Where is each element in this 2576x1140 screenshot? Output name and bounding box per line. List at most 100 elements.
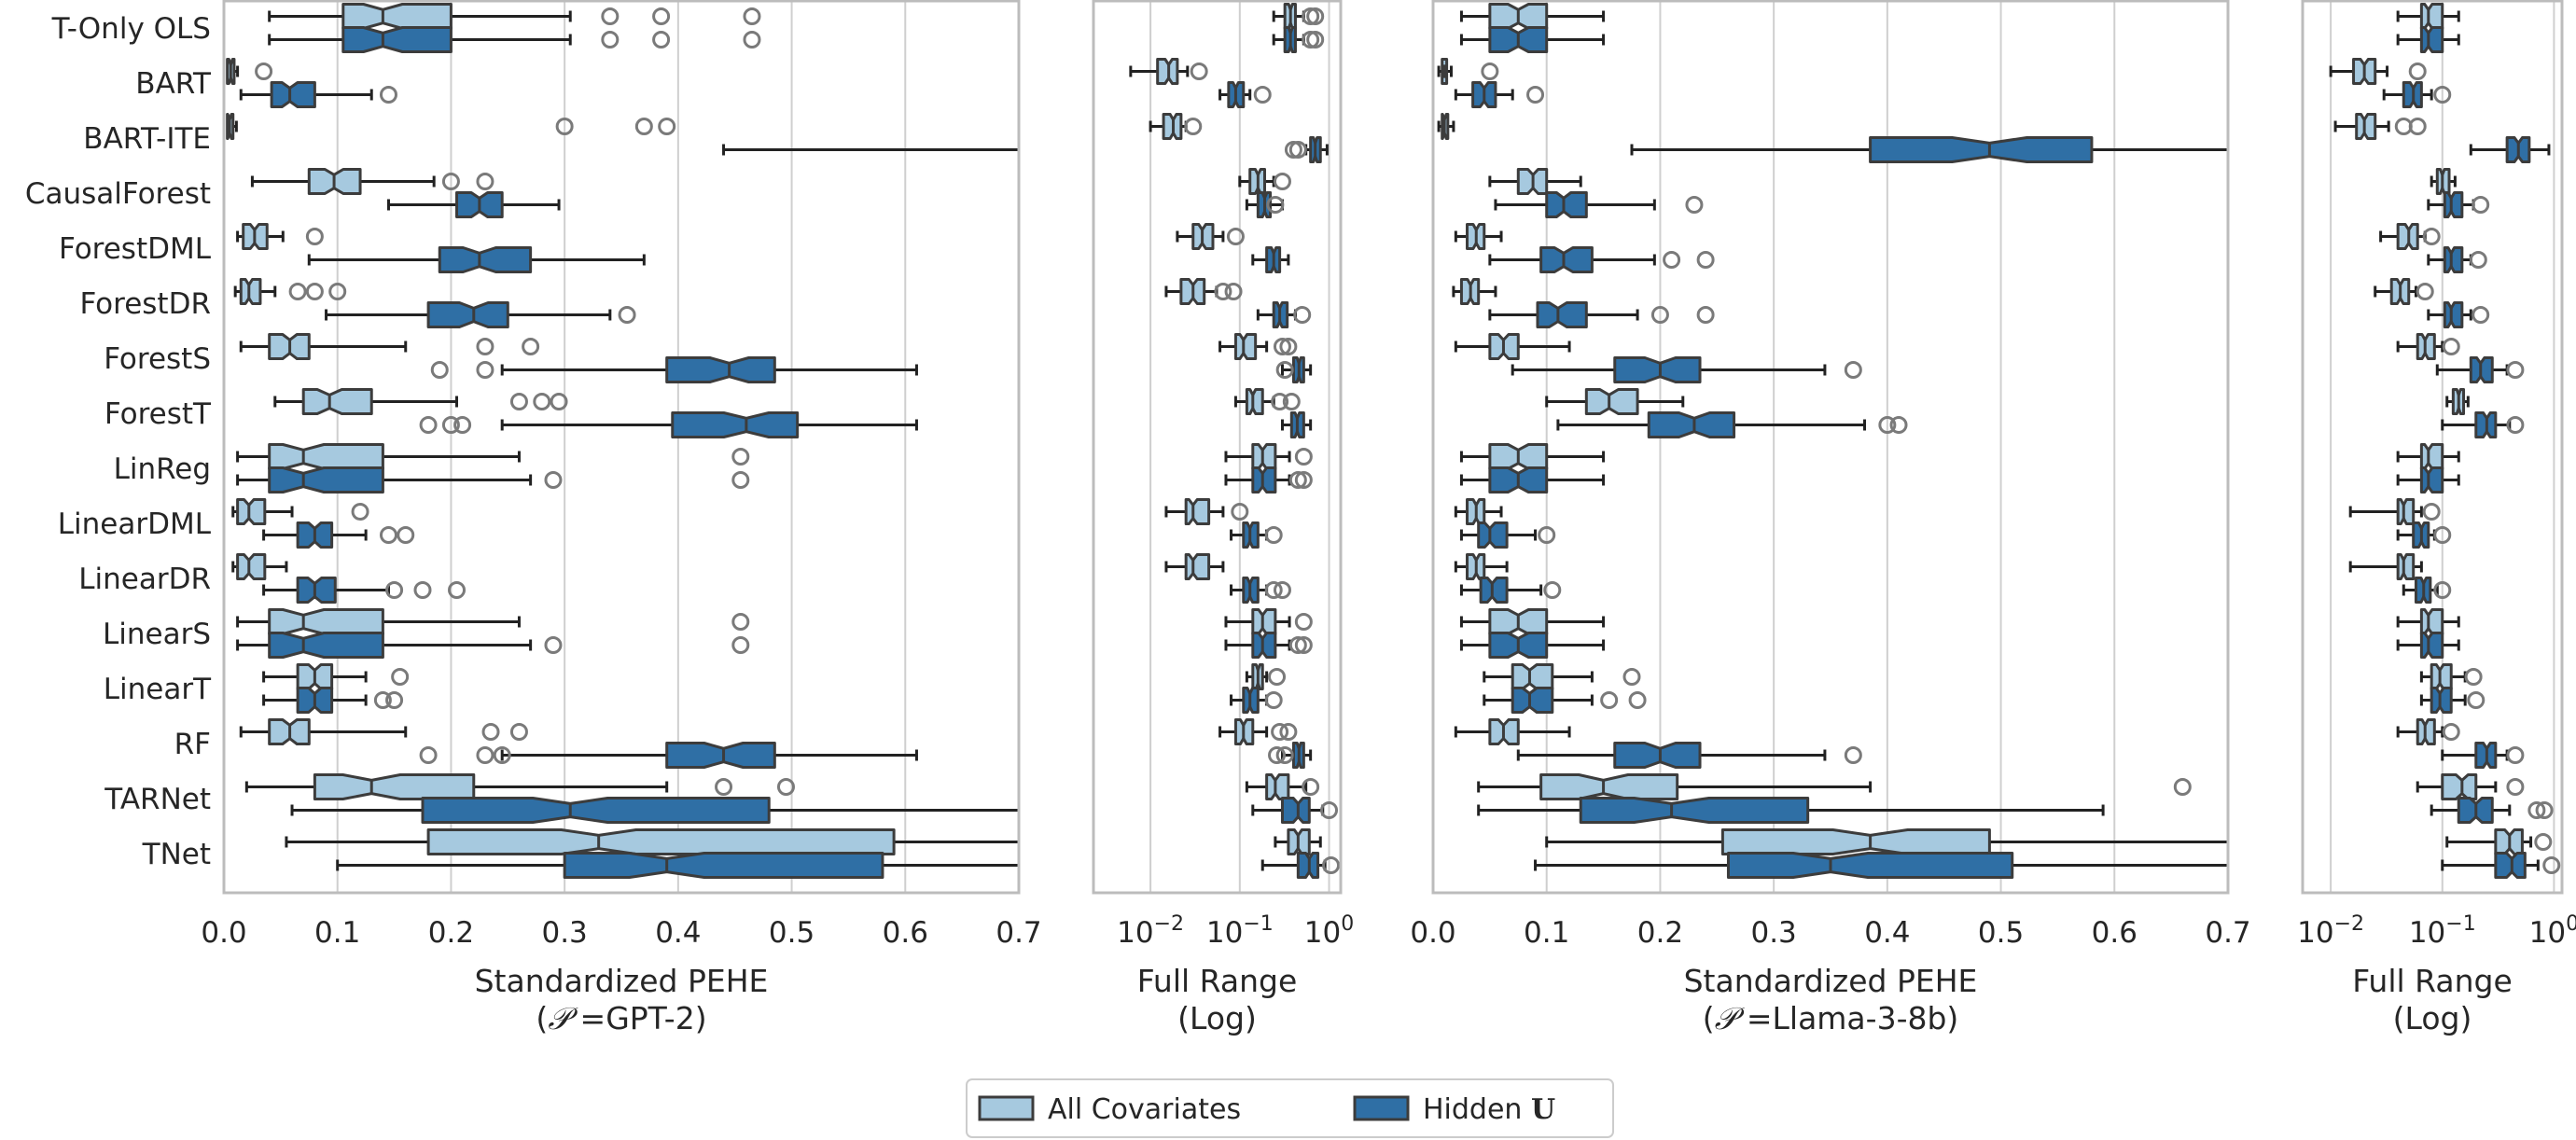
box (1720, 828, 1991, 855)
outlier-point (373, 691, 392, 709)
outlier-point (2433, 581, 2452, 599)
outlier-point (391, 668, 410, 686)
box (2443, 191, 2464, 218)
x-tick-label: 10−1 (1206, 912, 1274, 950)
outlier-point (2442, 723, 2460, 741)
x-axis-title: Full Range (2352, 963, 2513, 999)
outlier-point (379, 86, 397, 104)
outlier-point (385, 691, 404, 709)
box (1280, 797, 1311, 824)
outlier-point (351, 503, 369, 521)
outlier-point (1600, 691, 1619, 709)
outlier-point (453, 416, 472, 434)
y-tick-label: LinearDML (58, 507, 212, 541)
box (268, 608, 384, 635)
outlier-point (1288, 471, 1307, 489)
outlier-point (776, 778, 795, 796)
x-tick-label: 0.5 (1978, 916, 2024, 950)
outlier-point (2506, 778, 2525, 796)
x-tick-label: 0.6 (883, 916, 928, 950)
x-tick-label: 0.1 (1524, 916, 1569, 950)
box (2419, 632, 2444, 659)
y-tick-label: BART (135, 67, 212, 101)
outlier-point (1275, 361, 1294, 379)
outlier-point (1226, 228, 1245, 245)
outlier-point (1273, 581, 1291, 599)
outlier-point (1288, 141, 1307, 159)
box (1479, 577, 1509, 604)
outlier-point (1663, 251, 1681, 269)
outlier-point (1184, 118, 1203, 135)
outlier-point (731, 636, 750, 654)
panel-llama-linear: 0.0 0.1 0.2 0.3 0.4 0.5 0.6 0.7 Standardized PEH… (1410, 0, 2251, 1036)
x-tick-label: 0.7 (996, 916, 1041, 950)
outlier-point (1264, 691, 1283, 709)
y-tick-label: BART-ITE (83, 122, 211, 156)
outlier-point (1322, 856, 1341, 874)
outlier-point (1294, 636, 1313, 654)
outlier-point (1253, 86, 1272, 104)
x-axis-subtitle: (Log) (1177, 1000, 1257, 1036)
x-tick-label: 0.0 (1410, 916, 1455, 950)
box (1539, 246, 1594, 273)
x-tick-label: 10−2 (1117, 912, 1184, 950)
x-axis-title: Standardized PEHE (1684, 963, 1978, 999)
outlier-point (1696, 306, 1715, 324)
legend: All Covariates Hidden U (966, 1078, 1614, 1138)
y-tick-label: CausalForest (25, 177, 211, 211)
box (426, 301, 509, 328)
outlier-point (476, 173, 494, 190)
box (1613, 742, 1702, 769)
outlier-point (743, 31, 761, 49)
box (341, 3, 453, 30)
box (1184, 553, 1211, 580)
box (268, 632, 384, 659)
outlier-point (328, 283, 347, 300)
outlier-point (413, 581, 432, 599)
y-axis-labels: T-Only OLS BART BART-ITE CausalForest Forest… (25, 12, 212, 871)
outlier-point (2472, 306, 2490, 324)
box (1251, 632, 1277, 659)
outlier-point (544, 636, 563, 654)
outlier-point (1264, 581, 1283, 599)
box (671, 411, 800, 438)
outlier-point (305, 228, 324, 245)
outlier-point (1685, 196, 1704, 214)
outlier-point (1190, 63, 1208, 80)
outlier-point (1294, 613, 1313, 631)
outlier-point (550, 393, 568, 410)
outlier-point (1224, 283, 1243, 300)
box (1584, 388, 1639, 415)
box (1869, 136, 2094, 163)
y-tick-label: T-Only OLS (51, 12, 211, 46)
outlier-point (1878, 416, 1897, 434)
outlier-point (493, 746, 511, 764)
box (2396, 498, 2416, 525)
box (2443, 246, 2464, 273)
x-axis-subtitle: (𝒫 =GPT-2) (536, 1000, 706, 1036)
y-tick-label: RF (174, 728, 211, 761)
outlier-point (397, 526, 415, 544)
outlier-point (2433, 526, 2452, 544)
outlier-point (1844, 746, 1862, 764)
box (1477, 521, 1509, 549)
outlier-point (1271, 393, 1289, 410)
box (1245, 388, 1264, 415)
x-tick-label: 100 (1304, 912, 1354, 950)
outlier-point (1844, 361, 1862, 379)
outlier-point (731, 471, 750, 489)
outlier-point (476, 746, 494, 764)
y-tick-label: ForestT (104, 397, 212, 431)
box (1545, 191, 1588, 218)
box (270, 81, 316, 108)
outlier-point (1526, 86, 1545, 104)
panel-frame (1431, 0, 2230, 895)
outlier-point (2506, 361, 2525, 379)
y-tick-label: LinReg (114, 452, 211, 486)
box (1511, 687, 1554, 714)
x-tick-label: 0.4 (1864, 916, 1910, 950)
x-tick-label: 10−2 (2297, 912, 2364, 950)
outlier-point (652, 31, 671, 49)
box (313, 773, 476, 800)
